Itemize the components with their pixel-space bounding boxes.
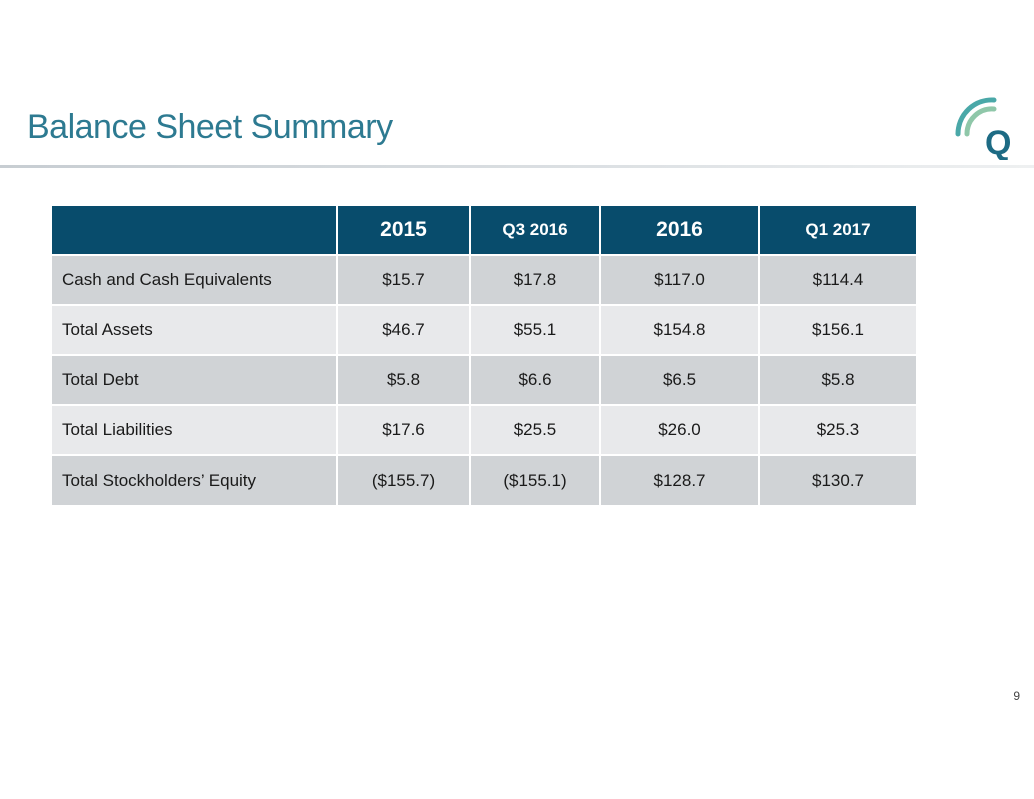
- cell-value: ($155.1): [470, 454, 601, 505]
- logo-outer-arc: [955, 97, 997, 137]
- row-label: Total Debt: [52, 354, 338, 405]
- row-label: Total Stockholders’ Equity: [52, 454, 338, 505]
- table-row: Total Assets $46.7 $55.1 $154.8 $156.1: [52, 304, 916, 355]
- header-cell-q1-2017: Q1 2017: [759, 206, 916, 255]
- cell-value: $117.0: [600, 254, 760, 305]
- cell-value: $130.7: [759, 454, 916, 505]
- row-label: Total Liabilities: [52, 404, 338, 455]
- cell-value: $5.8: [759, 354, 916, 405]
- page-title: Balance Sheet Summary: [27, 108, 393, 146]
- company-logo: Q: [955, 97, 1011, 160]
- cell-value: $6.5: [600, 354, 760, 405]
- cell-value: $156.1: [759, 304, 916, 355]
- cell-value: $15.7: [337, 254, 471, 305]
- row-label: Cash and Cash Equivalents: [52, 254, 338, 305]
- page-number: 9: [1013, 689, 1020, 703]
- cell-value: $17.6: [337, 404, 471, 455]
- cell-value: $114.4: [759, 254, 916, 305]
- table-row: Total Stockholders’ Equity ($155.7) ($15…: [52, 454, 916, 505]
- header-cell-2016: 2016: [600, 206, 760, 255]
- row-label: Total Assets: [52, 304, 338, 355]
- cell-value: $5.8: [337, 354, 471, 405]
- cell-value: $6.6: [470, 354, 601, 405]
- cell-value: $25.3: [759, 404, 916, 455]
- cell-value: $128.7: [600, 454, 760, 505]
- table-row: Total Debt $5.8 $6.6 $6.5 $5.8: [52, 354, 916, 405]
- header-cell-2015: 2015: [337, 206, 471, 255]
- title-divider: [0, 165, 1034, 168]
- logo-inner-arc: [964, 106, 997, 137]
- balance-sheet-table: 2015 Q3 2016 2016 Q1 2017 Cash and Cash …: [52, 206, 916, 505]
- cell-value: $154.8: [600, 304, 760, 355]
- cell-value: ($155.7): [337, 454, 471, 505]
- table-row: Cash and Cash Equivalents $15.7 $17.8 $1…: [52, 254, 916, 305]
- table-header-row: 2015 Q3 2016 2016 Q1 2017: [52, 206, 916, 255]
- logo-letter: Q: [985, 124, 1011, 160]
- header-cell-label: [52, 206, 338, 255]
- table-row: Total Liabilities $17.6 $25.5 $26.0 $25.…: [52, 404, 916, 455]
- cell-value: $25.5: [470, 404, 601, 455]
- header-cell-q3-2016: Q3 2016: [470, 206, 601, 255]
- cell-value: $46.7: [337, 304, 471, 355]
- cell-value: $17.8: [470, 254, 601, 305]
- cell-value: $26.0: [600, 404, 760, 455]
- cell-value: $55.1: [470, 304, 601, 355]
